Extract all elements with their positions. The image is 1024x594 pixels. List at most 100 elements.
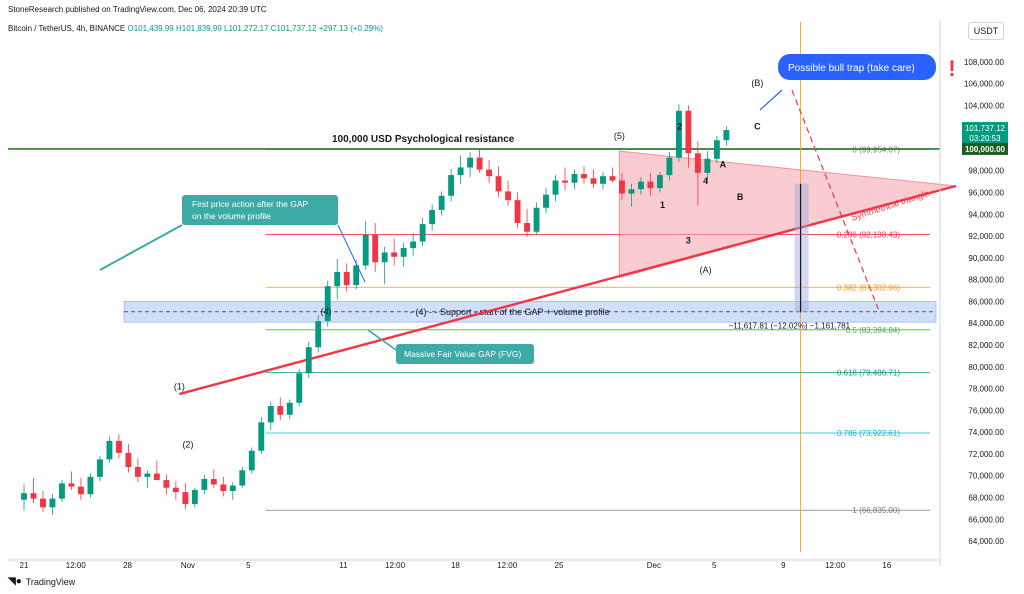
callout-fvg-pointer	[367, 329, 397, 351]
wave-label: (2)	[182, 439, 193, 449]
y-tick-label: 96,000.00	[968, 189, 1004, 198]
last-price-timer: 03:20:53	[969, 134, 1001, 143]
callout-first-action-line1: First price action after the GAP	[192, 199, 309, 209]
y-tick-label: 92,000.00	[968, 232, 1004, 241]
y-tick-label: 68,000.00	[968, 494, 1004, 503]
symbol-line: Bitcoin / TetherUS, 4h, BINANCE O101,439…	[8, 24, 383, 33]
candle-body	[153, 473, 160, 481]
wave-label: (4)	[321, 307, 332, 317]
x-tick-label: Dec	[647, 561, 661, 570]
candle-body	[600, 176, 606, 184]
candle-body	[628, 189, 635, 194]
candle-body	[675, 110, 682, 158]
fib-level-label: 0.382 (87,302.96)	[837, 283, 900, 292]
candle-body	[533, 207, 540, 232]
candle-body	[372, 234, 379, 263]
x-tick-label: 5	[712, 561, 717, 570]
candle-body	[87, 476, 94, 495]
x-tick-label: 11	[339, 561, 348, 570]
y-tick-label: 70,000.00	[968, 472, 1004, 481]
currency-selector[interactable]: USDT	[968, 22, 1004, 40]
candle-body	[30, 493, 37, 499]
symbol-name: Bitcoin / TetherUS, 4h, BINANCE	[8, 24, 126, 33]
candle-body	[144, 473, 151, 477]
candle-body	[125, 452, 132, 468]
wave-label: (5)	[614, 131, 625, 141]
y-tick-label: 84,000.00	[968, 319, 1004, 328]
tradingview-footer: ◥● TradingView	[8, 576, 75, 587]
x-tick-label: 9	[781, 561, 786, 570]
resistance-label: 100,000 USD Psychological resistance	[332, 134, 515, 145]
candle-body	[239, 470, 246, 486]
y-tick-label: 94,000.00	[968, 210, 1004, 219]
candle-body	[381, 252, 388, 263]
y-tick-label: 88,000.00	[968, 276, 1004, 285]
candle-body	[438, 195, 445, 210]
candle-body	[410, 241, 417, 249]
candle-body	[552, 180, 559, 195]
candle-body	[96, 459, 103, 477]
y-tick-label: 98,000.00	[968, 167, 1004, 176]
candle-body	[581, 173, 587, 179]
x-tick-label: Nov	[181, 561, 195, 570]
candle-body	[277, 406, 284, 415]
callout-first-action-line2: on the volume profile	[192, 211, 271, 221]
y-tick-label: 106,000.00	[964, 80, 1005, 89]
candle-body	[78, 486, 84, 495]
candle-body	[362, 234, 369, 266]
x-tick-label: 25	[555, 561, 564, 570]
candle-body	[182, 492, 189, 505]
candle-body	[638, 181, 644, 190]
candle-body	[619, 180, 625, 194]
last-price-value: 101,737.12	[965, 124, 1006, 133]
candle-body	[400, 248, 407, 257]
wave-label: (A)	[700, 265, 712, 275]
fib-level-label: 0 (99,954.07)	[852, 145, 900, 154]
x-tick-label: 12:00	[825, 561, 846, 570]
x-tick-label: 18	[451, 561, 460, 570]
last-price-tag	[962, 122, 1008, 145]
x-tick-label: 5	[246, 561, 251, 570]
candle-body	[68, 483, 75, 487]
wave-label: C	[754, 121, 761, 131]
resistance-price-value: 100,000.00	[965, 145, 1006, 154]
candle-body	[353, 265, 360, 286]
candle-body	[448, 175, 455, 196]
candle-body	[248, 450, 255, 471]
candle-body	[210, 479, 217, 485]
ohlc-close: C101,737.12	[270, 24, 317, 33]
measure-label: −11,617.81 (−12.02%) −1,161,781	[729, 321, 851, 330]
x-tick-label: 12:00	[385, 561, 406, 570]
x-tick-label: 28	[123, 561, 132, 570]
ohlc-high: H101,839.99	[175, 24, 222, 33]
candle-body	[656, 175, 663, 189]
y-tick-label: 74,000.00	[968, 428, 1004, 437]
wave-label: 3	[686, 236, 691, 246]
candle-body	[163, 480, 170, 488]
candle-body	[391, 252, 398, 257]
candle-body	[647, 181, 654, 189]
candle-body	[457, 167, 464, 176]
wave-label: 2	[677, 121, 682, 131]
y-tick-label: 86,000.00	[968, 297, 1004, 306]
candle-body	[419, 224, 426, 242]
candle-body	[476, 157, 483, 170]
candle-body	[571, 173, 578, 183]
candle-body	[286, 402, 293, 415]
candle-body	[704, 158, 711, 173]
candle-body	[324, 286, 331, 322]
wave-label: (1)	[174, 382, 185, 392]
candle-body	[40, 498, 46, 508]
callout-bull-trap	[778, 54, 936, 80]
candle-body	[21, 493, 27, 500]
ohlc-low: L101,272.17	[224, 24, 269, 33]
candle-body	[106, 440, 113, 460]
candle-body	[590, 178, 597, 184]
exclamation-mark: !	[948, 56, 955, 81]
callout-first-action-pointer	[99, 224, 183, 271]
candle-body	[495, 176, 502, 192]
candle-body	[713, 140, 720, 159]
candle-body	[514, 200, 521, 224]
candle-body	[609, 176, 616, 181]
